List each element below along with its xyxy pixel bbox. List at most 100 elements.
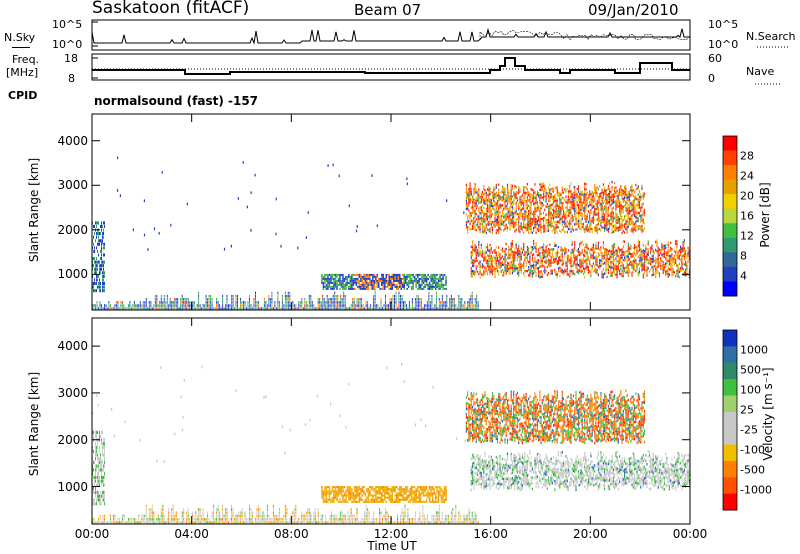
power-cell <box>559 205 561 209</box>
power-cell <box>554 212 556 216</box>
power-cell <box>509 256 511 259</box>
power-cell <box>585 261 587 265</box>
power-cell <box>611 194 613 197</box>
power-cell <box>493 249 495 253</box>
power-cell <box>496 210 499 213</box>
power-cell <box>572 207 575 211</box>
power-colorbar-segment <box>723 165 737 181</box>
power-cell <box>604 261 606 265</box>
power-cell <box>616 197 618 200</box>
power-cell <box>589 217 591 220</box>
power-cell <box>475 196 477 200</box>
power-cell <box>626 212 628 216</box>
power-cell <box>667 264 669 268</box>
power-cell <box>94 289 95 293</box>
power-cell <box>646 274 648 277</box>
power-cell <box>675 242 677 246</box>
power-cell <box>481 225 484 228</box>
power-cell <box>576 203 578 207</box>
power-cell <box>615 268 617 271</box>
power-cell <box>688 249 690 252</box>
power-cell <box>511 222 513 225</box>
power-cell <box>511 269 513 272</box>
power-cell <box>425 277 428 280</box>
power-cell <box>168 307 170 310</box>
power-cell <box>671 271 673 275</box>
power-cell <box>384 287 386 290</box>
power-cell <box>526 259 528 262</box>
power-cell <box>331 307 333 310</box>
velocity-cell <box>240 521 241 524</box>
power-cell <box>133 304 135 307</box>
power-cell <box>582 198 585 202</box>
power-cell <box>180 304 182 307</box>
power-cell <box>560 217 562 221</box>
power-cell <box>419 301 421 304</box>
power-cell <box>612 225 614 228</box>
power-cell <box>663 252 665 256</box>
power-cell <box>228 307 229 310</box>
power-cell <box>366 287 368 290</box>
power-cell <box>289 291 291 295</box>
power-cell <box>555 186 557 189</box>
power-cell <box>543 270 545 273</box>
power-cell <box>412 279 414 282</box>
power-cell <box>401 307 403 310</box>
power-cell <box>535 199 537 202</box>
power-cell <box>587 194 589 197</box>
power-cell <box>561 188 563 192</box>
power-cell <box>545 192 547 195</box>
power-cell <box>475 223 477 226</box>
power-cell <box>518 223 520 227</box>
power-cell <box>636 216 638 220</box>
power-cell <box>523 226 525 229</box>
power-cell <box>254 173 256 177</box>
power-cell <box>480 243 482 247</box>
power-cell <box>612 257 614 260</box>
power-cell <box>489 265 491 268</box>
power-cell <box>263 304 265 307</box>
power-cell <box>366 273 368 276</box>
power-cell <box>328 285 331 288</box>
power-cell <box>675 253 677 256</box>
power-cell <box>616 202 618 206</box>
power-cell <box>609 227 611 230</box>
power-cell <box>585 228 587 231</box>
velocity-cell <box>237 517 238 521</box>
velocity-cell <box>219 521 221 524</box>
power-cell <box>609 200 611 204</box>
power-cell <box>565 206 567 209</box>
power-cell <box>666 253 668 257</box>
power-cell <box>385 301 386 304</box>
power-cell <box>627 269 629 272</box>
power-cell <box>529 261 531 264</box>
power-cell <box>323 307 325 310</box>
velocity-cell <box>175 514 177 518</box>
power-cell <box>103 274 104 278</box>
power-cell <box>557 259 560 262</box>
power-cell <box>475 212 477 216</box>
power-cell <box>343 287 346 290</box>
power-cell <box>571 206 573 209</box>
power-cell <box>663 250 665 253</box>
power-cell <box>545 261 547 265</box>
power-cell <box>472 203 474 206</box>
power-cell <box>240 298 241 301</box>
power-cell <box>467 218 469 221</box>
power-cell <box>571 198 573 201</box>
power-cell <box>657 271 659 274</box>
power-cell <box>202 304 204 307</box>
power-cell <box>586 224 588 227</box>
power-cell <box>667 246 669 249</box>
power-cell <box>620 272 622 276</box>
power-cell <box>625 193 627 196</box>
velocity-cell <box>145 517 147 521</box>
power-cell <box>624 204 626 207</box>
power-cell <box>284 307 286 310</box>
power-cell <box>632 268 634 271</box>
power-cell <box>543 217 545 220</box>
velocity-colorbar-tick-label: -25 <box>740 423 758 437</box>
power-cell <box>541 246 543 249</box>
power-cell <box>243 304 244 307</box>
power-cell <box>440 307 442 310</box>
